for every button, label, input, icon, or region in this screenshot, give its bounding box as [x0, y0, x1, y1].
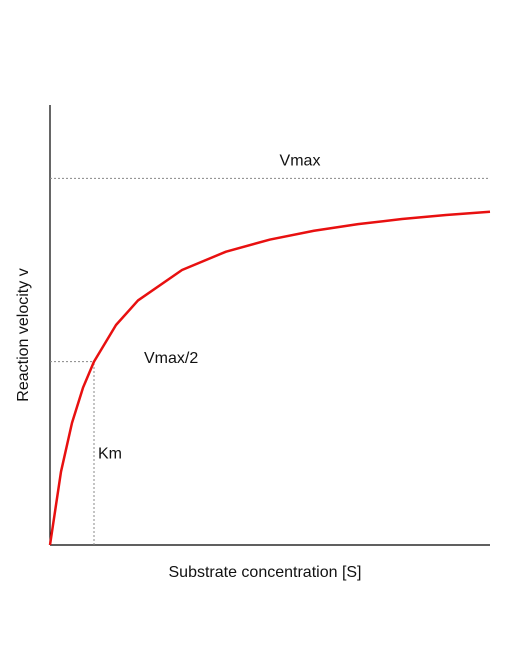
annotation: Vmax — [280, 153, 321, 170]
x-axis-title: Substrate concentration [S] — [169, 564, 362, 581]
annotation: Vmax/2 — [144, 350, 198, 367]
annotation: Km — [98, 446, 122, 463]
y-axis-title: Reaction velocity v — [15, 268, 32, 401]
curve — [48, 210, 491, 546]
